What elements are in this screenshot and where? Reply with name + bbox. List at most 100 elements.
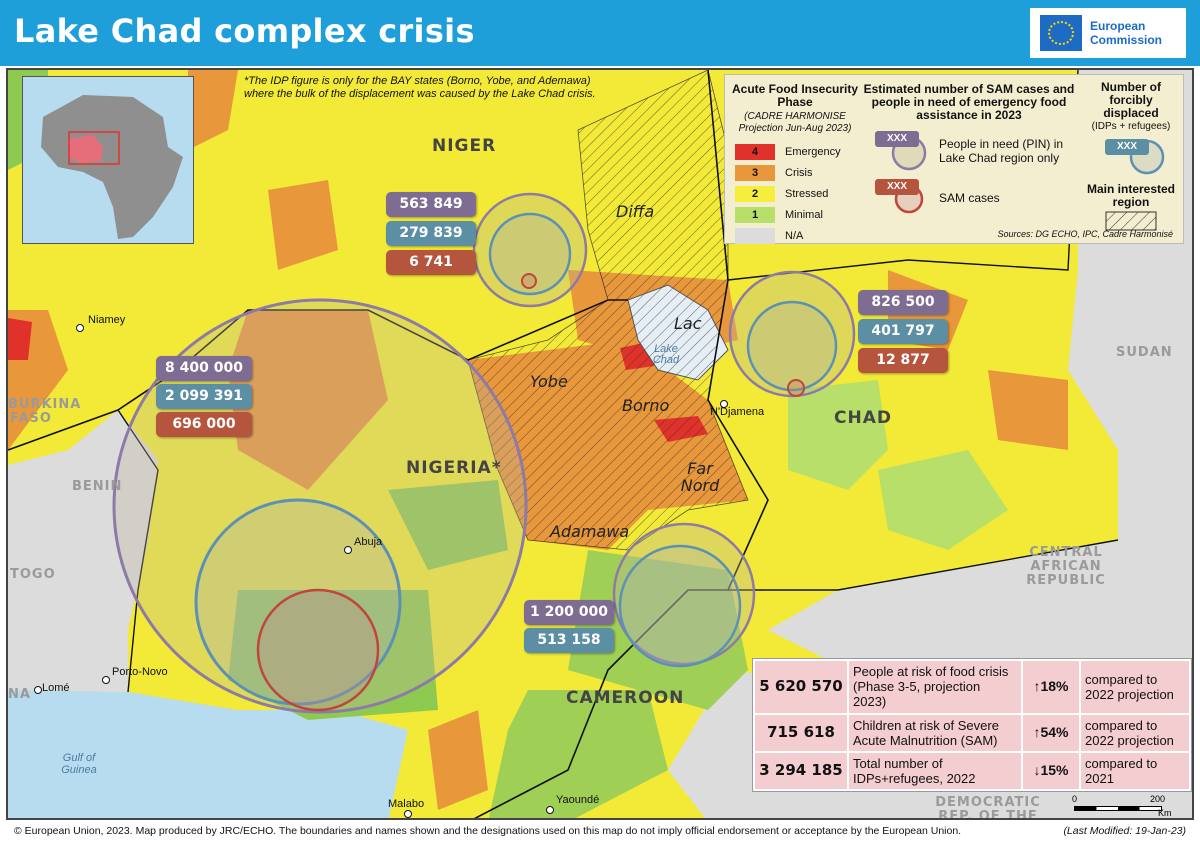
region-label-borno: Borno (622, 396, 670, 415)
phase-label: N/A (785, 230, 804, 242)
legend-displaced-subtitle: (IDPs + refugees) (1091, 121, 1171, 132)
stat-compare: compared to 2021 (1081, 752, 1189, 789)
africa-outline (41, 95, 183, 239)
legend-phase-1: 1 Minimal (735, 206, 823, 224)
stat-value: 5 620 570 (755, 661, 847, 713)
stats-row: 715 618 Children at risk of Severe Acute… (755, 714, 1189, 751)
phase-swatch: 2 (735, 186, 775, 202)
stat-percent: 18% (1040, 678, 1069, 695)
cameroon-idp-circle (618, 544, 742, 668)
niger-sam-value: 6 741 (386, 250, 476, 275)
phase-swatch: 4 (735, 144, 775, 160)
region-label-far-nord: Far Nord (680, 459, 720, 495)
legend-idp-box: XXX (1105, 139, 1149, 155)
minimal-nigeria (228, 590, 438, 720)
legend-sam-title: Estimated number of SAM cases and people… (863, 82, 1075, 122)
logo-line-1: European (1090, 19, 1146, 33)
eu-flag-icon (1040, 15, 1082, 51)
stat-arrow: ↑ (1033, 678, 1041, 695)
stat-value: 715 618 (755, 714, 847, 751)
country-label-burkina: BURKINA FASO (8, 397, 82, 426)
chad-pin-value: 826 500 (858, 290, 948, 315)
legend-phase-title: Acute Food Insecurity Phase (731, 82, 859, 109)
stats-row: 3 294 185 Total number of IDPs+refugees,… (755, 752, 1189, 789)
phase-swatch (735, 228, 775, 244)
nigeria-sam-circle (256, 588, 380, 712)
city-label-malabo: Malabo (388, 798, 425, 810)
city-marker-malabo (404, 810, 412, 818)
city-label-porto-novo: Porto-Novo (112, 666, 168, 678)
crisis-area (188, 70, 238, 150)
nigeria-pin-value: 8 400 000 (156, 356, 252, 381)
region-label-lac: Lac (674, 314, 702, 333)
legend-pin-label: People in need (PIN) in Lake Chad region… (939, 137, 1064, 165)
niger-pin-value: 563 849 (386, 192, 476, 217)
country-label-benin: BENIN (72, 479, 123, 494)
cameroon-pin-value: 1 200 000 (524, 600, 614, 625)
city-marker-yaounde (546, 806, 554, 814)
idp-note: *The IDP figure is only for the BAY stat… (244, 75, 596, 101)
inset-map (22, 76, 194, 244)
legend-phase-4: 4 Emergency (735, 143, 841, 161)
city-marker-porto-novo (102, 676, 110, 684)
summary-stats-table: 5 620 570 People at risk of food crisis … (752, 658, 1192, 792)
scale-zero: 0 (1072, 794, 1078, 804)
chad-idp-value: 401 797 (858, 319, 948, 344)
stat-percent: 15% (1040, 762, 1069, 779)
legend-hatch-swatch (1105, 211, 1157, 231)
footer-disclaimer: © European Union, 2023. Map produced by … (14, 825, 962, 837)
legend-phase-na: N/A (735, 227, 803, 245)
city-marker-lome (34, 686, 42, 694)
chad-sam-value: 12 877 (858, 348, 948, 373)
country-label-na: NA (8, 687, 31, 702)
city-label-yaounde: Yaoundé (556, 794, 600, 806)
stat-description: Children at risk of Severe Acute Malnutr… (849, 714, 1021, 751)
country-label-car: CENTRAL AFRICAN REPUBLIC (1026, 545, 1106, 588)
emergency-area (8, 318, 32, 360)
niger-sam-circle (521, 273, 537, 289)
stat-compare: compared to 2022 projection (1081, 714, 1189, 751)
idp-note-line-1: *The IDP figure is only for the BAY stat… (244, 75, 591, 87)
scale-max: 200 (1150, 794, 1166, 804)
water-label-lake-chad: Lake Chad (652, 343, 680, 366)
region-label-yobe: Yobe (530, 372, 568, 391)
european-commission-logo: European Commission (1030, 8, 1186, 58)
map-legend: Acute Food Insecurity Phase (CADRE HARMO… (724, 74, 1184, 244)
stat-description: Total number of IDPs+refugees, 2022 (849, 752, 1021, 789)
city-label-niamey: Niamey (88, 314, 126, 326)
country-label-niger: NIGER (432, 136, 497, 156)
scale-unit: Km (1158, 808, 1172, 818)
legend-region-title: Main interested region (1086, 182, 1176, 209)
benin-border (117, 409, 159, 693)
legend-sources: Sources: DG ECHO, IPC, Cadre Harmonisé (997, 229, 1173, 239)
stat-change: ↓15% (1023, 752, 1079, 789)
phase-swatch: 3 (735, 165, 775, 181)
legend-phase-2: 2 Stressed (735, 185, 828, 203)
legend-displaced-title: Number of forcibly displaced (1101, 80, 1161, 120)
legend-pin-box: XXX (875, 131, 919, 147)
city-marker-abuja (344, 546, 352, 554)
map-area: *The IDP figure is only for the BAY stat… (6, 68, 1194, 820)
water-label-gulf: Gulf of Guinea (61, 752, 97, 776)
legend-sam-box: XXX (875, 179, 919, 195)
gulf-of-guinea (8, 690, 408, 818)
stat-value: 3 294 185 (755, 752, 847, 789)
sudan-car-area (768, 70, 1192, 818)
city-label-ndjamena: N'Djamena (710, 406, 765, 418)
phase-label: Crisis (785, 167, 813, 179)
benin-togo-area (8, 410, 158, 692)
city-marker-niamey (76, 324, 84, 332)
scale-bar-graphic (1074, 806, 1162, 811)
country-label-cameroon: CAMEROON (566, 688, 685, 708)
stat-percent: 54% (1040, 724, 1069, 741)
chad-idp-circle (746, 300, 838, 392)
legend-phase-3: 3 Crisis (735, 164, 813, 182)
region-label-adamawa: Adamawa (550, 522, 630, 541)
chad-sam-circle (787, 379, 805, 397)
idp-note-line-2: where the bulk of the displacement was c… (244, 88, 596, 100)
niger-idp-circle (488, 212, 572, 296)
phase-label: Minimal (785, 209, 823, 221)
stat-change: ↑18% (1023, 661, 1079, 713)
region-label-diffa: Diffa (616, 202, 655, 221)
cameroon-idp-value: 513 158 (524, 628, 614, 653)
